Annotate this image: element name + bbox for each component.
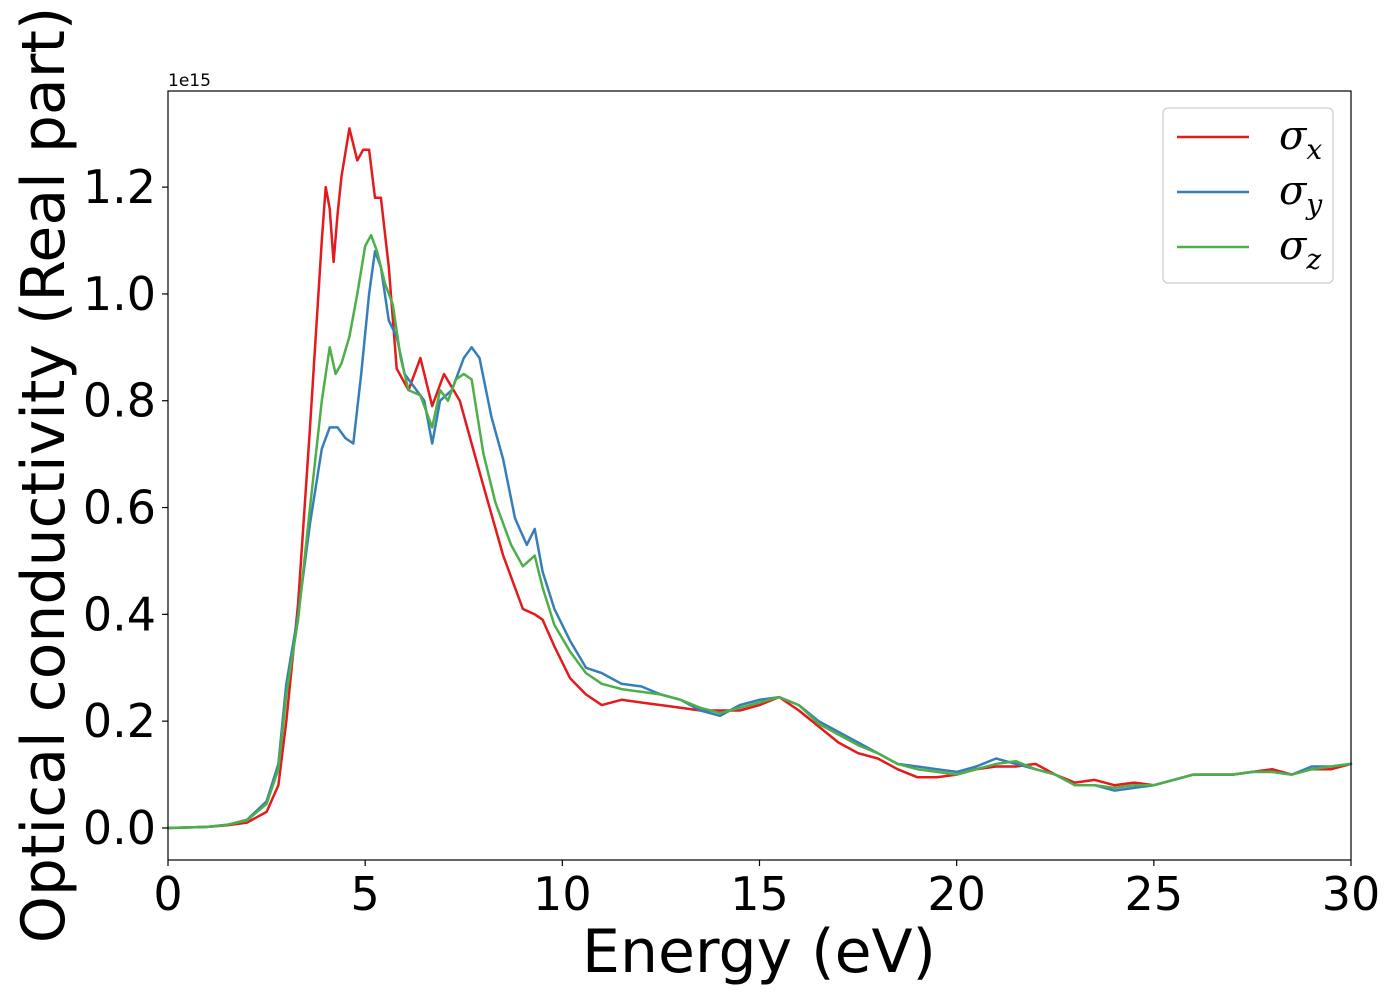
- x-tick-label: 5: [351, 867, 380, 921]
- y-tick-label: 0.4: [83, 587, 156, 641]
- legend-box: [1162, 107, 1334, 284]
- series-line-z: [166, 233, 1353, 830]
- y-tick-label: 1.0: [83, 267, 156, 321]
- x-tick-label: 10: [533, 867, 592, 921]
- y-offset-label: 1e15: [168, 71, 211, 91]
- y-tick-label: 0.8: [83, 374, 156, 428]
- x-axis-label: Energy (eV): [582, 917, 936, 987]
- x-tick-label: 15: [730, 867, 789, 921]
- y-tick-label: 1.2: [83, 160, 156, 214]
- x-axis-ticks: 0 5 10 15 20 25 30: [153, 860, 1380, 921]
- y-tick-label: 0.0: [83, 801, 156, 855]
- series-line-y: [166, 249, 1353, 830]
- x-tick-label: 25: [1125, 867, 1184, 921]
- y-tick-label: 0.2: [83, 694, 156, 748]
- series-line-x: [166, 127, 1353, 830]
- legend-label-z: σz: [1279, 223, 1321, 276]
- series-layer: [166, 127, 1353, 830]
- y-axis-label: Optical conductivity (Real part): [9, 7, 79, 944]
- y-tick-label: 0.6: [83, 481, 156, 535]
- x-tick-label: 20: [927, 867, 986, 921]
- y-axis-ticks: 0.0 0.2 0.4 0.6 0.8 1.0 1.2: [83, 160, 168, 855]
- x-tick-label: 0: [153, 867, 182, 921]
- x-tick-label: 30: [1322, 867, 1381, 921]
